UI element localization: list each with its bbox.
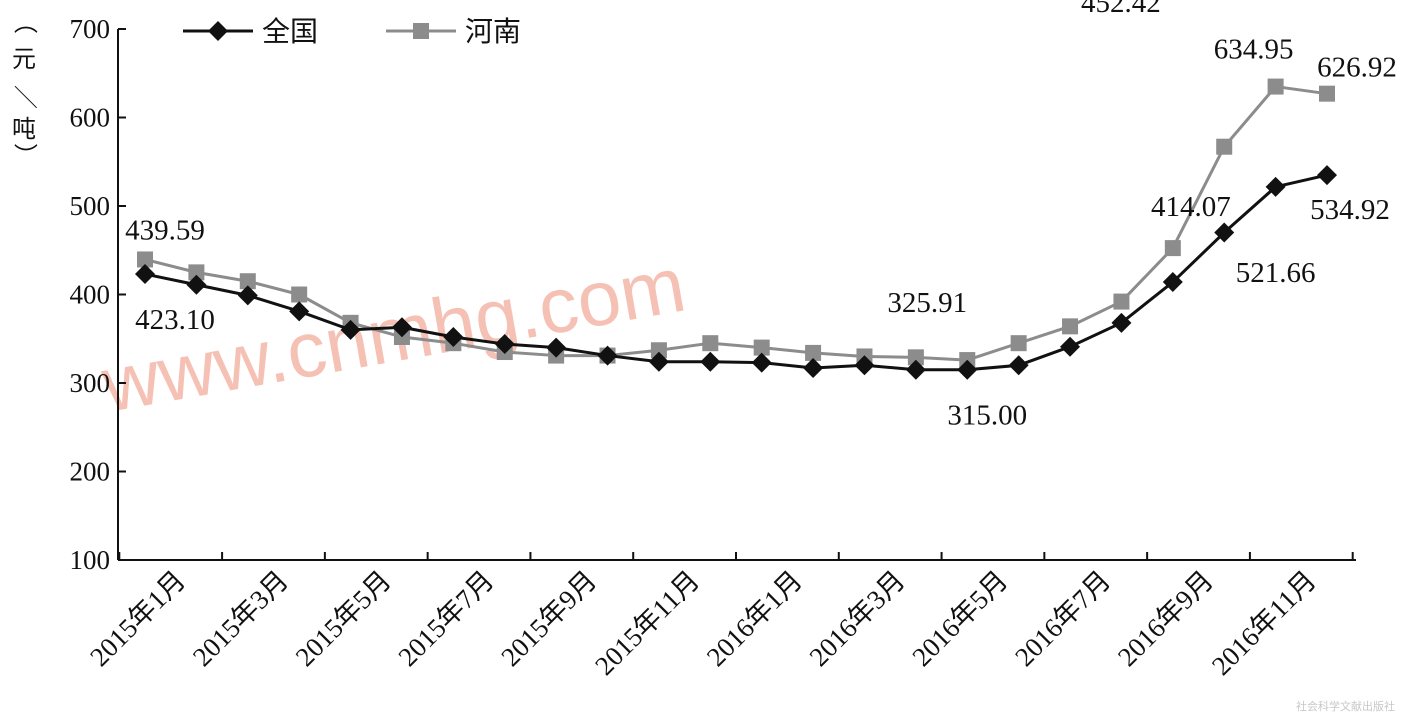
y-tick-label: 700 <box>70 14 111 44</box>
legend-label: 全国 <box>262 15 318 48</box>
y-axis-label-char: 吨 <box>12 115 36 143</box>
data-label: 626.92 <box>1317 52 1397 84</box>
data-label: 452.42 <box>1081 0 1161 19</box>
data-label: 521.66 <box>1236 257 1316 289</box>
data-point-square <box>1216 138 1233 155</box>
data-point-square <box>1164 240 1181 257</box>
data-point-diamond <box>289 301 310 322</box>
data-point-square <box>188 264 205 281</box>
x-tick-label: 2016年7月 <box>1009 565 1116 672</box>
legend: 全国 河南 <box>183 15 521 48</box>
data-labels: 439.59 423.10 325.91 315.00 452.42 414.07 634.… <box>125 0 1397 432</box>
data-point-diamond <box>905 359 926 380</box>
x-tick-label: 2015年9月 <box>495 565 602 672</box>
data-label: 414.07 <box>1151 191 1231 223</box>
data-point-diamond <box>648 351 669 372</box>
series-line <box>144 173 1328 372</box>
data-point-square <box>1319 85 1335 102</box>
y-tick-label: 400 <box>70 280 111 310</box>
data-point-diamond <box>443 326 464 347</box>
data-point-diamond <box>1317 165 1337 186</box>
series-layer <box>135 78 1337 380</box>
data-point-square <box>702 335 719 352</box>
y-tick-label: 600 <box>70 103 111 133</box>
data-point-square <box>907 349 924 366</box>
data-point-diamond <box>237 285 258 306</box>
data-point-square <box>650 342 667 359</box>
legend-square-marker <box>413 23 429 39</box>
data-point-diamond <box>1162 272 1183 293</box>
y-axis-label-char: 元 <box>12 45 36 73</box>
x-tick-label: 2015年5月 <box>290 565 397 672</box>
data-point-diamond <box>340 319 361 340</box>
x-tick-label: 2016年11月 <box>1206 565 1322 681</box>
series-national <box>135 165 1337 380</box>
data-point-diamond <box>1265 176 1286 197</box>
x-tick-label: 2016年1月 <box>701 565 808 672</box>
data-point-square <box>137 251 153 268</box>
legend-diamond-marker <box>208 21 228 41</box>
data-label: 634.95 <box>1214 34 1294 66</box>
y-tick-label: 100 <box>70 545 111 575</box>
series-line <box>144 85 1328 362</box>
x-tick-label: 2015年3月 <box>187 565 294 672</box>
data-point-diamond <box>186 274 207 295</box>
data-point-diamond <box>854 355 875 376</box>
data-point-square <box>1113 293 1130 310</box>
data-point-square <box>1062 318 1079 335</box>
data-label: 534.92 <box>1310 194 1390 226</box>
data-point-diamond <box>546 337 567 358</box>
data-point-diamond <box>1214 222 1235 243</box>
x-tick-label: 2016年5月 <box>906 565 1013 672</box>
y-tick-label: 500 <box>70 191 111 221</box>
y-tick-label: 200 <box>70 457 111 487</box>
data-label: 325.91 <box>887 287 967 319</box>
data-point-square <box>805 344 822 361</box>
data-point-diamond <box>494 334 515 355</box>
data-point-diamond <box>391 317 412 338</box>
data-point-diamond <box>597 345 618 366</box>
data-point-diamond <box>135 264 155 285</box>
publisher-mark: 社会科学文献出版社 <box>1296 699 1395 713</box>
legend-item-national: 全国 <box>183 15 318 48</box>
legend-item-henan: 河南 <box>386 15 521 48</box>
data-point-square <box>1267 78 1284 95</box>
x-tick-label: 2015年7月 <box>392 565 499 672</box>
y-axis-label: （ 元 ／ 吨） <box>11 10 39 167</box>
y-axis-label-char: ／ <box>11 85 39 109</box>
data-point-diamond <box>1111 312 1132 333</box>
data-label: 439.59 <box>125 214 205 246</box>
data-point-diamond <box>957 359 978 380</box>
data-label: 423.10 <box>135 304 215 336</box>
data-point-square <box>291 286 308 303</box>
data-point-diamond <box>1008 355 1029 376</box>
data-point-diamond <box>1060 336 1081 357</box>
data-point-diamond <box>803 357 824 378</box>
y-axis-label-char: （ <box>11 10 39 34</box>
data-point-square <box>239 273 256 290</box>
x-tick-label: 2015年1月 <box>84 565 191 672</box>
x-tick-label: 2015年11月 <box>589 565 705 681</box>
data-point-diamond <box>751 352 772 373</box>
data-label: 315.00 <box>947 400 1027 432</box>
data-point-square <box>1010 335 1027 352</box>
data-point-diamond <box>700 351 721 372</box>
x-tick-label: 2016年9月 <box>1112 565 1219 672</box>
data-point-square <box>753 339 770 356</box>
legend-label: 河南 <box>465 15 521 48</box>
x-tick-label: 2016年3月 <box>804 565 911 672</box>
y-tick-label: 300 <box>70 368 111 398</box>
y-axis-label-char: ） <box>11 143 39 167</box>
